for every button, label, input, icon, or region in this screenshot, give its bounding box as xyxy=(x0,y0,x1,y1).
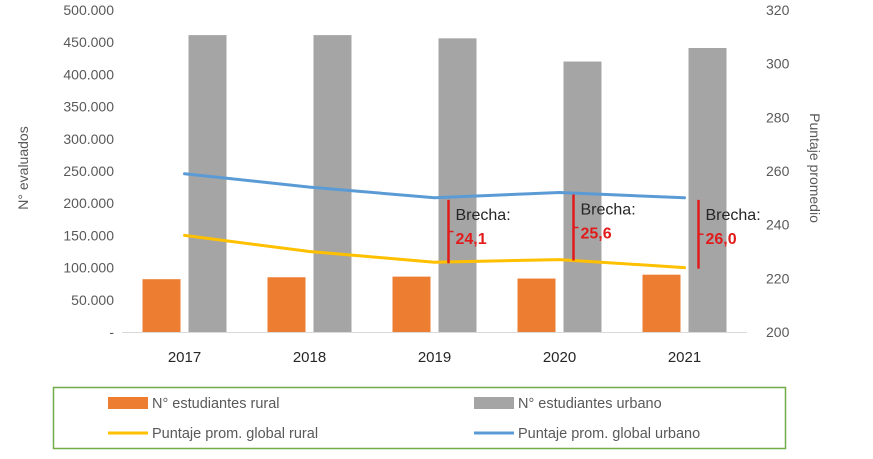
right-tick-label: 200 xyxy=(766,324,790,340)
left-tick-label: 400.000 xyxy=(63,66,114,82)
legend-label: Puntaje prom. global urbano xyxy=(518,426,700,442)
left-tick-label: 50.000 xyxy=(71,292,114,308)
left-tick-label: 200.000 xyxy=(63,195,114,211)
bar-rural-2018 xyxy=(267,277,306,332)
right-tick-label: 220 xyxy=(766,270,790,286)
x-tick-label: 2018 xyxy=(293,349,326,366)
right-tick-label: 280 xyxy=(766,109,790,125)
x-tick-label: 2017 xyxy=(168,349,201,366)
legend-label: N° estudiantes urbano xyxy=(518,396,662,412)
left-tick-label: 250.000 xyxy=(63,163,114,179)
right-tick-label: 260 xyxy=(766,163,790,179)
x-axis-tick-labels: 2017 2018 2019 2020 2021 xyxy=(168,349,701,366)
legend-item: N° estudiantes rural xyxy=(108,396,280,412)
right-axis-ticks: 200 220 240 260 280 300 320 xyxy=(766,2,790,340)
legend-item: N° estudiantes urbano xyxy=(474,396,662,412)
left-tick-label: 350.000 xyxy=(63,99,114,115)
right-tick-label: 320 xyxy=(766,2,790,18)
line-urbano xyxy=(183,172,686,200)
bar-rural-2021 xyxy=(642,274,681,332)
left-tick-label: 450.000 xyxy=(63,34,114,50)
legend: N° estudiantes rural N° estudiantes urban… xyxy=(52,386,787,450)
left-tick-label: - xyxy=(109,324,114,340)
legend-box xyxy=(52,386,787,450)
bar-urbano-2021 xyxy=(688,47,727,332)
right-tick-label: 300 xyxy=(766,56,790,72)
legend-label: Puntaje prom. global rural xyxy=(152,426,318,442)
bar-urbano-2017 xyxy=(188,35,227,333)
bar-urbano-2020 xyxy=(563,61,602,333)
brecha-label: Brecha: xyxy=(456,207,511,224)
left-tick-label: 300.000 xyxy=(63,131,114,147)
bar-rural-2017 xyxy=(142,279,181,332)
right-tick-label: 240 xyxy=(766,217,790,233)
legend-item: Puntaje prom. global urbano xyxy=(474,426,700,442)
bar-rural-2019 xyxy=(392,276,431,332)
left-tick-label: 100.000 xyxy=(63,260,114,276)
legend-swatch xyxy=(474,397,514,409)
right-axis-title: Puntaje promedio xyxy=(807,113,823,223)
x-tick-label: 2021 xyxy=(668,349,701,366)
brecha-label: Brecha: xyxy=(581,201,636,218)
brecha-value: 24,1 xyxy=(456,231,487,248)
left-axis-title: N° evaluados xyxy=(15,126,31,209)
gap-annotations: Brecha: 24,1 Brecha: 25,6 Brecha: 26,0 xyxy=(447,194,761,269)
bar-urbano-2019 xyxy=(438,38,477,332)
brecha-annotation-2020: Brecha: 25,6 xyxy=(572,194,636,261)
left-tick-label: 150.000 xyxy=(63,227,114,243)
x-tick-label: 2020 xyxy=(543,349,576,366)
legend-swatch xyxy=(108,397,148,409)
legend-label: N° estudiantes rural xyxy=(152,396,280,412)
brecha-annotation-2021: Brecha: 26,0 xyxy=(697,199,761,269)
x-tick-label: 2019 xyxy=(418,349,451,366)
brecha-annotation-2019: Brecha: 24,1 xyxy=(447,199,511,264)
brecha-value: 25,6 xyxy=(581,225,612,242)
brecha-label: Brecha: xyxy=(706,207,761,224)
bar-rural-2020 xyxy=(517,278,556,332)
bar-urbano-2018 xyxy=(313,35,352,333)
line-rural xyxy=(183,233,686,270)
left-axis-ticks: - 50.000 100.000 150.000 200.000 250.000 300.0… xyxy=(63,2,114,340)
left-tick-label: 500.000 xyxy=(63,2,114,18)
lines-layer xyxy=(183,172,686,270)
legend-item: Puntaje prom. global rural xyxy=(108,426,318,442)
brecha-value: 26,0 xyxy=(706,231,737,248)
bars-layer xyxy=(142,35,727,333)
